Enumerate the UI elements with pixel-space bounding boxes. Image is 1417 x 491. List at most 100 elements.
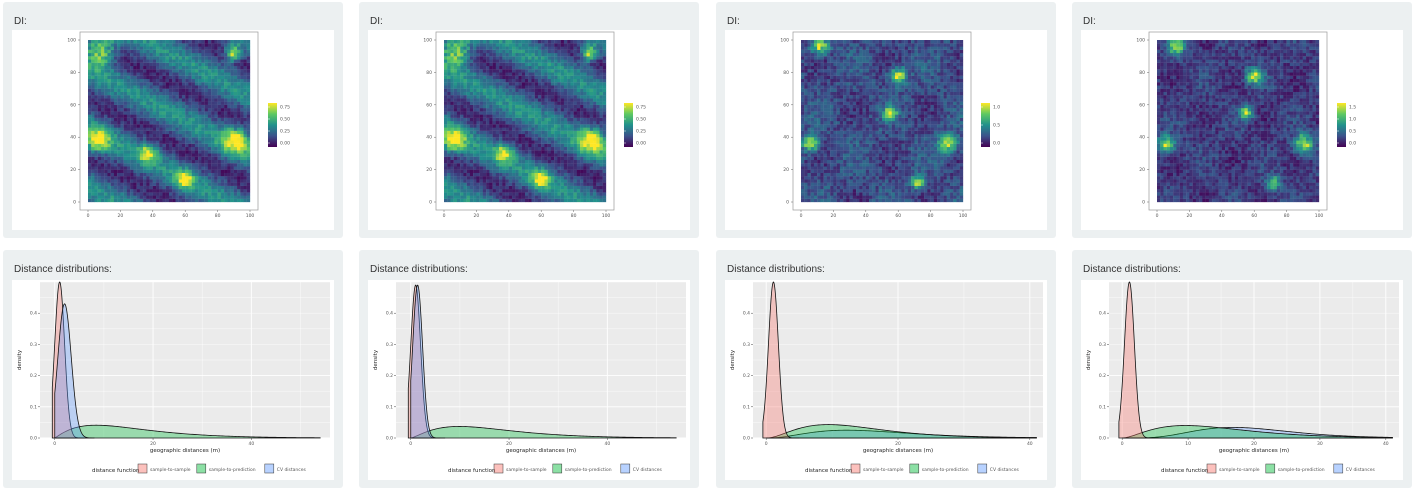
legend-label: sample-to-sample [863, 467, 904, 473]
dist-plot: 0 20 40 0.0 0.1 0.2 0.3 0.4 geographic distances… [368, 280, 690, 480]
x-tick-label: 100 [959, 213, 968, 219]
dist-panel-2: Distance distributions: 0 20 40 0.0 0.1 0.2 0.… [359, 250, 699, 488]
x-tick-label: 20 [831, 213, 837, 219]
di-heatmap: 0 20 40 60 80 100 0 20 40 60 80 100 1.0 0.5 0.0 [780, 31, 1000, 219]
legend-label: sample-to-prediction [922, 467, 969, 473]
density-sample-to-prediction [410, 426, 677, 439]
dist-panel-title: Distance distributions: [14, 264, 112, 275]
x-tick-label: 60 [182, 213, 188, 219]
legend-title: distance function [92, 468, 140, 474]
x-tick-label: 0 [1121, 441, 1124, 447]
colorbar-label: 0.5 [1349, 129, 1356, 135]
y-tick-label: 60 [70, 102, 76, 108]
x-tick-label: 30 [1317, 441, 1323, 447]
di-panel-3: DI: 0 20 40 60 80 100 0 20 40 60 80 100 1.0 0.5 0.0 [716, 2, 1056, 238]
x-tick-label: 100 [246, 213, 255, 219]
legend-label: CV distances [990, 467, 1020, 473]
legend-label: sample-to-sample [150, 467, 191, 473]
dist-chart: 0 20 40 0.0 0.1 0.2 0.3 0.4 geographic distances… [373, 281, 686, 474]
y-tick-label: 0.1 [386, 404, 393, 410]
dist-panel-title: Distance distributions: [1083, 264, 1181, 275]
legend-label: sample-to-sample [506, 467, 547, 473]
y-tick-label: 0.4 [30, 311, 37, 317]
y-tick-label: 100 [423, 38, 432, 44]
legend-title: distance function [1161, 468, 1209, 474]
di-panel-title: DI: [370, 16, 383, 27]
dist-panel-1: Distance distributions: 0 20 40 0.0 0.1 0.2 0.… [3, 250, 343, 488]
x-tick-label: 0 [443, 213, 446, 219]
di-plot: 0 20 40 60 80 100 0 20 40 60 80 100 0.75 0.50 0.25 0.00 [368, 30, 690, 230]
y-tick-label: 0.2 [743, 373, 750, 379]
y-tick-label: 0 [1142, 200, 1145, 206]
x-tick-label: 20 [506, 441, 512, 447]
y-tick-label: 0.1 [1099, 404, 1106, 410]
legend-key [264, 463, 275, 474]
x-tick-label: 0 [800, 213, 803, 219]
y-tick-label: 20 [70, 167, 76, 173]
colorbar [1337, 103, 1346, 147]
x-tick-label: 40 [248, 441, 254, 447]
dist-panel-4: Distance distributions: 0 10 20 30 40 0.0 0.1 0… [1072, 250, 1412, 488]
x-tick-label: 80 [1284, 213, 1290, 219]
x-tick-label: 60 [1251, 213, 1257, 219]
y-tick-label: 0.2 [1099, 373, 1106, 379]
legend-key [977, 463, 988, 474]
x-tick-label: 80 [928, 213, 934, 219]
dist-chart: 0 10 20 30 40 0.0 0.1 0.2 0.3 0.4 geographic dista… [1086, 281, 1399, 474]
dist-panel-3: Distance distributions: 0 20 40 0.0 0.1 0.2 0.… [716, 250, 1056, 488]
legend-label: CV distances [1346, 467, 1376, 473]
y-tick-label: 0.3 [30, 342, 37, 348]
legend-label: sample-to-prediction [209, 467, 256, 473]
legend: distance function sample-to-sample sample-… [448, 463, 663, 474]
y-tick-label: 0.4 [743, 311, 750, 317]
plot-border [792, 31, 972, 211]
density-sample-to-sample [762, 281, 800, 439]
x-tick-label: 60 [895, 213, 901, 219]
x-tick-label: 100 [602, 213, 611, 219]
legend-label: sample-to-prediction [1278, 467, 1325, 473]
density-cv-distances [410, 284, 446, 439]
x-tick-label: 60 [538, 213, 544, 219]
colorbar [624, 103, 633, 147]
y-axis-label: density [17, 349, 23, 370]
legend-key [1333, 463, 1344, 474]
legend-key [850, 463, 861, 474]
y-tick-label: 0.4 [386, 311, 393, 317]
di-raster [88, 40, 251, 203]
x-tick-label: 40 [1219, 213, 1225, 219]
di-raster [801, 40, 964, 203]
legend-key [909, 463, 920, 474]
colorbar-label: 0.75 [636, 105, 646, 111]
x-tick-label: 20 [1251, 441, 1257, 447]
x-tick-label: 20 [1187, 213, 1193, 219]
y-tick-label: 0.1 [30, 404, 37, 410]
legend-key [1265, 463, 1276, 474]
x-tick-label: 100 [1315, 213, 1324, 219]
x-tick-label: 40 [1027, 441, 1033, 447]
y-axis-label: density [373, 349, 379, 370]
y-tick-label: 60 [426, 102, 432, 108]
y-tick-label: 40 [783, 135, 789, 141]
y-axis-label: density [730, 349, 736, 370]
colorbar [268, 103, 277, 147]
legend-title: distance function [805, 468, 853, 474]
legend-key [552, 463, 563, 474]
x-tick-label: 0 [53, 441, 56, 447]
x-tick-label: 80 [215, 213, 221, 219]
colorbar-label: 0.00 [636, 141, 646, 147]
x-tick-label: 0 [409, 441, 412, 447]
dist-plot: 0 20 40 0.0 0.1 0.2 0.3 0.4 geographic distances… [12, 280, 334, 480]
colorbar-label: 1.0 [1349, 117, 1356, 123]
x-tick-label: 20 [150, 441, 156, 447]
di-raster [444, 40, 607, 203]
y-tick-label: 0 [786, 200, 789, 206]
y-tick-label: 0.0 [743, 436, 750, 442]
x-tick-label: 0 [1156, 213, 1159, 219]
di-panel-title: DI: [14, 16, 27, 27]
y-tick-label: 40 [1139, 135, 1145, 141]
x-tick-label: 40 [506, 213, 512, 219]
legend-key [1206, 463, 1217, 474]
colorbar [981, 103, 990, 147]
di-panel-title: DI: [727, 16, 740, 27]
colorbar-label: 0.50 [280, 117, 290, 123]
